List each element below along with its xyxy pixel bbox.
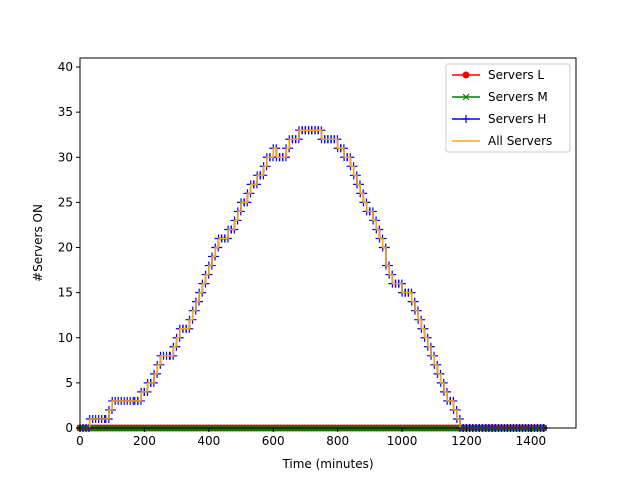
series-line xyxy=(80,129,544,429)
x-tick-label: 400 xyxy=(197,434,220,448)
legend: Servers L Servers M Servers H All Servers xyxy=(445,63,571,153)
legend-label: Servers L xyxy=(488,68,544,82)
legend-item: All Servers xyxy=(452,134,552,148)
y-tick-label: 0 xyxy=(65,421,73,435)
x-tick-label: 800 xyxy=(326,434,349,448)
y-tick-label: 35 xyxy=(58,105,73,119)
x-tick-label: 1200 xyxy=(451,434,482,448)
y-axis: 0 5 10 15 20 25 30 35 40 xyxy=(58,60,80,435)
y-tick-label: 15 xyxy=(58,286,73,300)
legend-label: All Servers xyxy=(488,134,552,148)
x-axis: 0 200 400 600 800 1000 1200 1400 xyxy=(76,428,546,448)
x-tick-label: 600 xyxy=(262,434,285,448)
legend-label: Servers H xyxy=(488,112,546,126)
plot-frame xyxy=(79,57,577,429)
y-tick-label: 40 xyxy=(58,60,73,74)
legend-item: Servers M xyxy=(452,90,548,104)
x-tick-label: 200 xyxy=(133,434,156,448)
x-tick-label: 1000 xyxy=(387,434,418,448)
y-axis-label: #Servers ON xyxy=(31,204,45,282)
y-tick-label: 5 xyxy=(65,376,73,390)
x-tick-label: 1400 xyxy=(516,434,547,448)
x-tick-label: 0 xyxy=(76,434,84,448)
y-tick-label: 20 xyxy=(58,241,73,255)
y-tick-label: 25 xyxy=(58,195,73,209)
point-marker xyxy=(462,93,470,101)
x-axis-label: Time (minutes) xyxy=(281,457,373,471)
series-all-servers xyxy=(80,129,544,429)
y-tick-label: 10 xyxy=(58,331,73,345)
point-marker xyxy=(462,115,470,123)
legend-item: Servers L xyxy=(452,68,544,82)
legend-label: Servers M xyxy=(488,90,548,104)
y-tick-label: 30 xyxy=(58,150,73,164)
point-marker xyxy=(462,71,470,79)
legend-box xyxy=(445,63,571,153)
legend-item: Servers H xyxy=(452,112,546,126)
